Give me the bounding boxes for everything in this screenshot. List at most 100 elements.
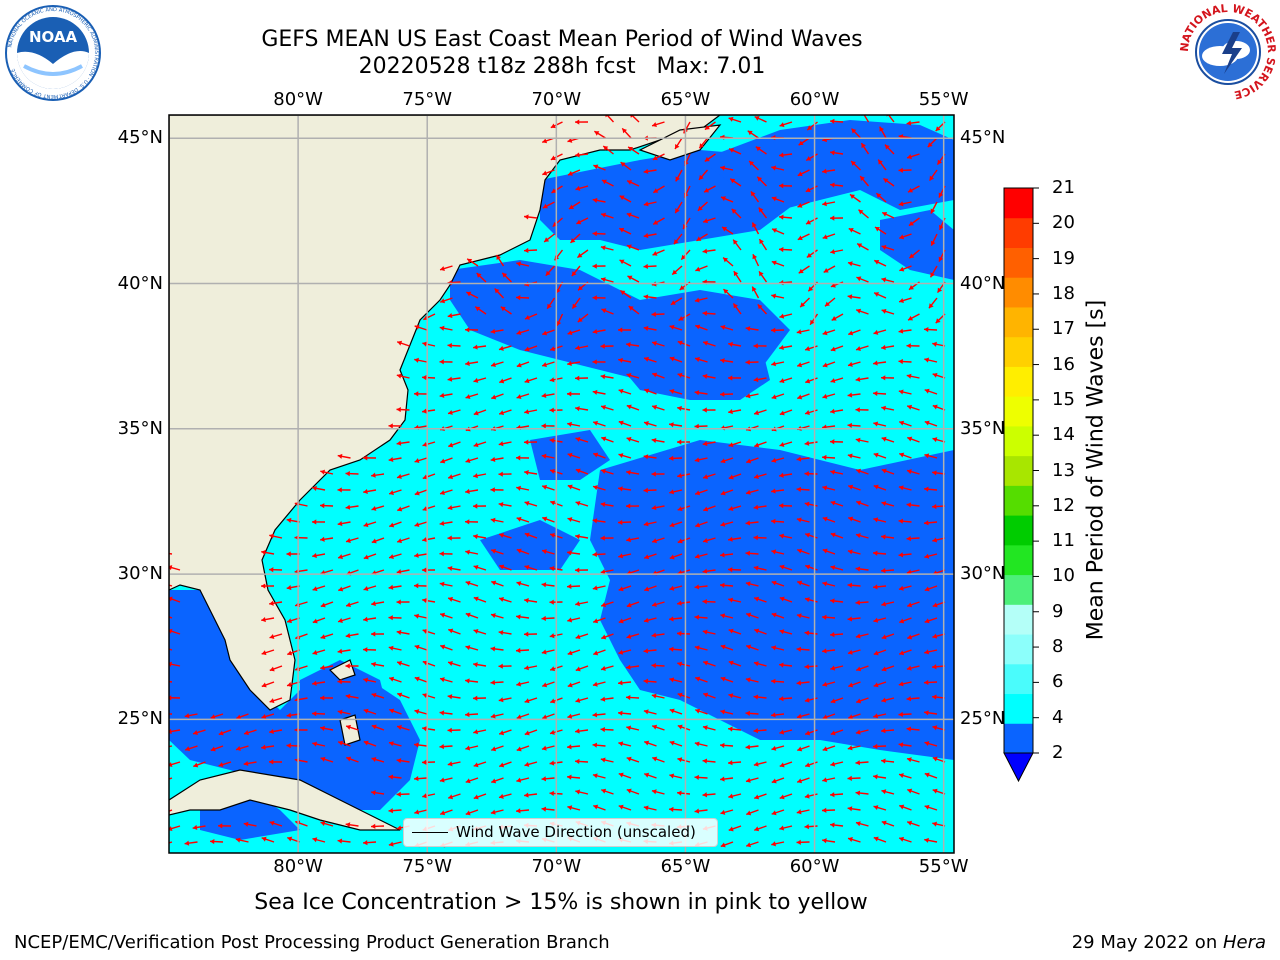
wind-wave-arrowhead [935,126,941,132]
wind-wave-arrowhead [218,762,224,768]
wind-wave-arrowhead [490,328,496,334]
wind-wave-arrowhead [600,277,606,283]
wind-wave-arrowhead [779,596,785,602]
wind-wave-arrowhead [796,646,802,652]
colorbar-segment [1004,306,1033,338]
wind-wave-arrowhead [652,155,658,161]
wind-wave-arrowhead [702,407,707,413]
wind-wave-arrowhead [779,183,784,189]
wind-wave-arrowhead [498,502,504,508]
wind-wave-arrowhead [592,231,597,237]
colorbar-segment [1004,455,1033,486]
wind-wave-arrowhead [703,537,708,543]
colorbar-segment [1004,693,1033,724]
wind-wave-arrowhead [567,583,572,590]
wind-wave-arrowhead [575,152,580,158]
wind-wave-arrowhead [363,522,369,528]
wind-wave-arrowhead [396,569,402,575]
wind-wave-arrowhead [371,692,377,698]
wind-wave-arrowhead [847,422,852,429]
wind-wave-arrowhead [806,156,812,161]
wind-wave-arrowhead [728,506,734,511]
wind-wave-arrowhead [924,553,930,559]
wind-wave-arrowhead [873,452,879,458]
wind-wave-arrowhead [448,474,454,480]
wind-wave-arrowhead [651,789,657,795]
wind-wave-arrowhead [363,455,368,461]
wind-wave-arrow [887,115,895,123]
wind-wave-arrowhead [855,407,860,413]
wind-wave-arrowhead [695,490,701,496]
wind-wave-arrowhead [858,209,864,215]
footer-date-text: 29 May 2022 on [1071,932,1223,953]
wind-wave-arrowhead [899,266,905,272]
wind-wave-arrowhead [848,837,853,842]
wind-wave-arrowhead [797,580,803,586]
wind-wave-arrowhead [822,838,827,844]
wind-wave-arrowhead [677,757,683,763]
wind-wave-arrowhead [261,617,266,623]
wind-wave-arrowhead [542,203,548,209]
colorbar-tick-label: 15 [1052,388,1075,410]
wind-wave-arrowhead [524,346,530,352]
wind-wave-arrowhead [345,822,351,828]
footer-credit: NCEP/EMC/Verification Post Processing Pr… [14,932,610,953]
wind-wave-arrowhead [848,516,854,522]
wind-wave-arrowhead [753,343,758,349]
wind-wave-arrowhead [677,439,682,445]
colorbar-tick-label: 12 [1052,494,1075,516]
wind-wave-arrowhead [193,762,199,768]
wind-wave-arrowhead [855,566,861,572]
wind-wave-arrowhead [796,839,801,845]
wind-wave-arrowhead [502,272,508,278]
wind-wave-arrowhead [567,713,573,719]
wind-wave-arrowhead [575,345,580,351]
wind-wave-arrowhead [652,404,657,410]
wind-wave-arrowhead [567,805,573,811]
wind-wave-arrowhead [593,164,599,170]
wind-wave-arrowhead [796,809,802,815]
wind-wave-arrowhead [723,257,729,263]
wind-wave-arrowhead [728,793,734,799]
wind-wave-arrowhead [447,727,452,733]
wind-wave-arrowhead [771,394,777,400]
wind-wave-arrowhead [677,631,682,637]
wind-wave-arrowhead [320,503,325,509]
wind-wave-arrowhead [924,388,930,394]
wind-wave-arrowhead [575,666,581,672]
wind-wave-arrowhead [746,612,752,618]
wind-wave-arrowhead [572,303,578,309]
wind-wave-arrowhead [908,221,914,226]
wind-wave-arrowhead [924,837,929,843]
wind-wave-arrowhead [618,420,624,426]
wind-wave-arrowhead [860,176,865,181]
wind-wave-arrowhead [824,301,830,307]
wind-wave-arrowhead [494,288,500,294]
wind-wave-arrowhead [243,760,249,767]
wind-wave-arrowhead [924,772,930,778]
wind-wave-arrowhead [363,677,369,683]
wind-wave-arrowhead [600,343,605,349]
wind-wave-arrowhead [541,615,546,622]
wind-wave-arrowhead [575,634,581,640]
wind-wave-arrowhead [873,713,879,719]
wind-wave-arrowhead [592,712,598,718]
wind-wave-arrowhead [397,473,402,479]
wind-wave-arrowhead [593,420,599,426]
wind-wave-arrowhead [576,219,582,225]
wind-wave-arrowhead [855,729,861,735]
wind-wave-arrowhead [677,506,683,512]
map-frame [168,114,955,854]
wind-wave-arrowhead [193,730,198,736]
wind-wave-arrowhead [337,487,342,493]
wind-wave-arrowhead [439,777,445,783]
wind-wave-arrowhead [874,292,880,297]
wind-wave-arrowhead [414,776,419,782]
lon-label-bottom: 70°W [531,856,582,877]
lon-label-top: 75°W [402,89,453,110]
wind-wave-arrowhead [159,550,164,555]
land [169,115,722,831]
wind-wave-arrowhead [805,410,810,415]
wind-wave-arrowhead [447,535,452,541]
wind-direction-legend: Wind Wave Direction (unscaled) [403,818,718,847]
